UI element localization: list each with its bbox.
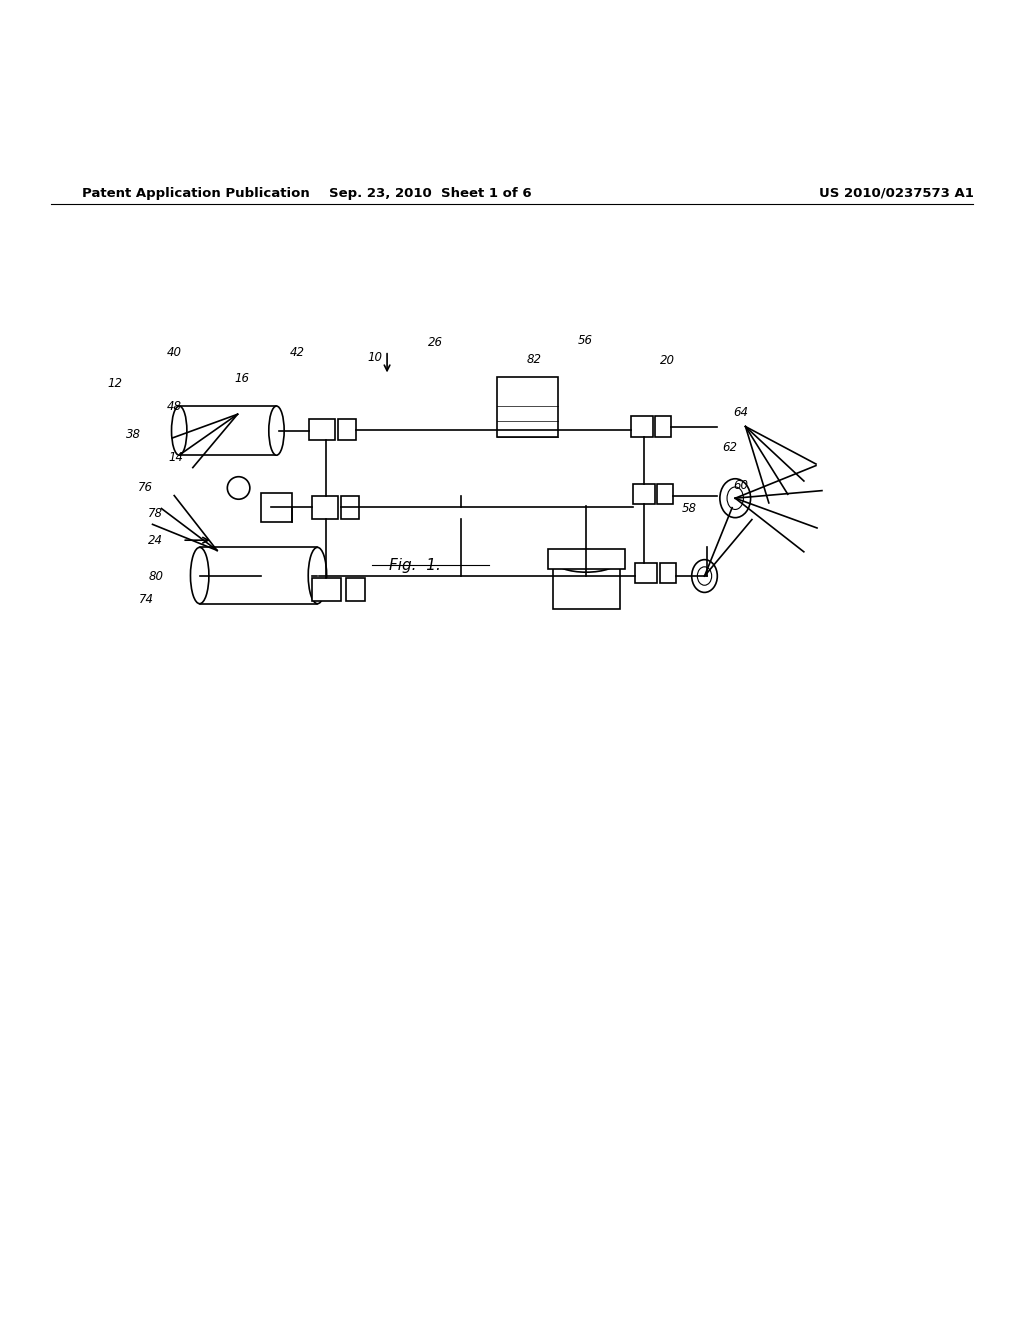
Text: 24: 24 (148, 533, 163, 546)
Text: 78: 78 (148, 507, 163, 520)
Text: 80: 80 (148, 569, 163, 582)
Text: Fig.  1.: Fig. 1. (389, 557, 441, 573)
Bar (312, 578, 341, 601)
Bar (346, 578, 365, 601)
Text: 64: 64 (733, 405, 748, 418)
Text: 62: 62 (723, 441, 737, 454)
Bar (655, 416, 671, 437)
Bar (200, 548, 317, 603)
Text: 48: 48 (167, 400, 181, 413)
Text: 42: 42 (290, 346, 304, 359)
Bar (657, 484, 673, 504)
Ellipse shape (692, 560, 717, 593)
Bar (341, 496, 359, 519)
Text: 82: 82 (527, 354, 542, 367)
Bar (548, 549, 625, 569)
Text: 38: 38 (126, 428, 140, 441)
Bar (312, 496, 338, 519)
Text: 12: 12 (108, 378, 122, 389)
Text: 76: 76 (138, 482, 153, 495)
Ellipse shape (308, 548, 327, 603)
Bar (338, 420, 356, 440)
Text: 14: 14 (169, 450, 183, 463)
Bar (497, 378, 558, 437)
Ellipse shape (190, 548, 209, 603)
Text: Sep. 23, 2010  Sheet 1 of 6: Sep. 23, 2010 Sheet 1 of 6 (329, 187, 531, 199)
Bar (309, 420, 335, 440)
Text: 10: 10 (368, 351, 382, 364)
Text: US 2010/0237573 A1: US 2010/0237573 A1 (819, 187, 974, 199)
Ellipse shape (268, 407, 285, 455)
Text: 20: 20 (660, 355, 675, 367)
Text: Patent Application Publication: Patent Application Publication (82, 187, 309, 199)
Bar (631, 416, 653, 437)
Ellipse shape (720, 479, 751, 517)
Ellipse shape (727, 487, 743, 510)
Text: 58: 58 (682, 502, 696, 515)
Text: 26: 26 (428, 337, 442, 348)
Text: 60: 60 (733, 479, 748, 492)
Text: 16: 16 (234, 372, 249, 385)
Bar (553, 561, 620, 609)
Bar (261, 494, 292, 521)
Text: 40: 40 (167, 346, 181, 359)
Ellipse shape (171, 407, 186, 455)
Text: 56: 56 (579, 334, 593, 347)
Bar (635, 562, 657, 583)
Bar (179, 407, 276, 455)
Bar (660, 562, 676, 583)
Ellipse shape (697, 566, 712, 585)
Ellipse shape (227, 477, 250, 499)
Text: 74: 74 (139, 593, 154, 606)
Ellipse shape (555, 549, 617, 572)
Bar (633, 484, 655, 504)
